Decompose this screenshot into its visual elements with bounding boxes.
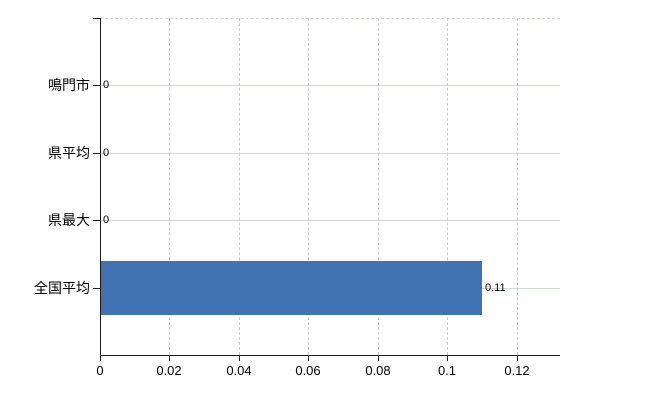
x-tick-label: 0.06 [295, 363, 321, 378]
x-tick [169, 355, 170, 361]
value-label: 0.11 [485, 282, 506, 294]
y-tick [93, 288, 100, 289]
y-tick [93, 18, 100, 19]
x-tick-label: 0.02 [156, 363, 182, 378]
value-label: 0 [103, 214, 110, 226]
vertical-gridline [378, 18, 379, 355]
x-tick [447, 355, 448, 361]
bar [100, 261, 482, 315]
category-label: 県最大 [48, 212, 90, 228]
vertical-gridline [308, 18, 309, 355]
vertical-gridline [169, 18, 170, 355]
category-label: 全国平均 [34, 280, 90, 296]
category-label: 県平均 [48, 145, 90, 161]
x-tick-label: 0.04 [226, 363, 252, 378]
y-tick [93, 153, 100, 154]
horizontal-gridline [100, 85, 560, 86]
x-tick-label: 0 [96, 363, 104, 378]
plot-top-border [100, 18, 560, 19]
horizontal-gridline [100, 153, 560, 154]
horizontal-gridline [100, 220, 560, 221]
vertical-gridline [447, 18, 448, 355]
y-axis [100, 18, 101, 356]
category-label: 鳴門市 [48, 77, 90, 93]
x-axis [100, 355, 560, 356]
vertical-gridline [517, 18, 518, 355]
x-tick [517, 355, 518, 361]
value-label: 0 [103, 147, 110, 159]
y-tick [93, 220, 100, 221]
y-tick [93, 85, 100, 86]
x-tick-label: 0.12 [504, 363, 530, 378]
vertical-gridline [239, 18, 240, 355]
x-tick-label: 0.08 [365, 363, 391, 378]
x-tick [100, 355, 101, 361]
x-tick [239, 355, 240, 361]
value-label: 0 [103, 79, 110, 91]
x-tick-label: 0.1 [437, 363, 457, 378]
x-tick [308, 355, 309, 361]
x-tick [378, 355, 379, 361]
